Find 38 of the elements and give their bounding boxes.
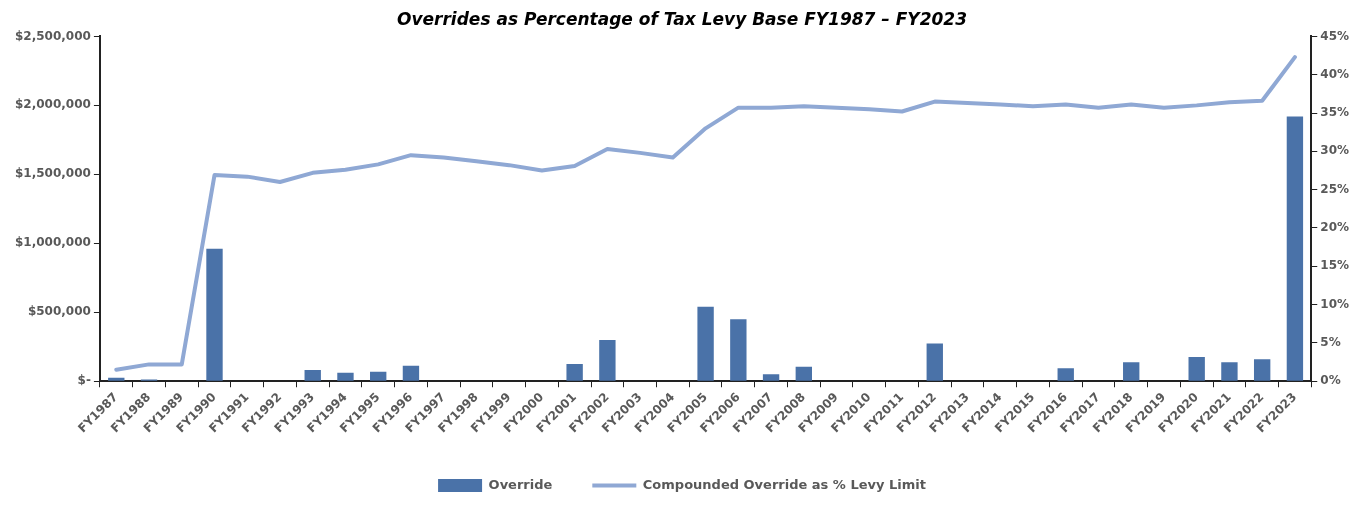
- bar: [304, 370, 321, 381]
- y2-tick-label: 20%: [1320, 220, 1350, 235]
- bar: [1123, 362, 1140, 381]
- y2-tick-label: 35%: [1320, 105, 1350, 120]
- y-tick-label: $2,000,000: [14, 97, 91, 112]
- bar: [1286, 116, 1304, 381]
- chart-title: Overrides as Percentage of Tax Levy Base FY1987 – FY2023: [397, 8, 967, 29]
- y2-tick-label: 0%: [1320, 373, 1341, 388]
- y-tick-label: $-: [77, 373, 91, 388]
- y-tick-label: $1,000,000: [14, 235, 91, 250]
- bar: [108, 377, 125, 381]
- y-tick-label: $1,500,000: [14, 166, 91, 181]
- bar: [1057, 368, 1074, 381]
- bar: [1253, 359, 1271, 381]
- bar: [926, 343, 943, 381]
- bar: [370, 371, 387, 381]
- bar: [206, 248, 223, 381]
- y2-tick-label: 40%: [1320, 66, 1350, 81]
- bar: [566, 364, 583, 381]
- y2-tick-label: 45%: [1320, 28, 1350, 43]
- bar: [730, 319, 747, 381]
- bar: [599, 339, 616, 381]
- legend-label: Override: [488, 476, 553, 492]
- y-tick-label: $500,000: [27, 304, 91, 319]
- y2-tick-label: 10%: [1320, 296, 1350, 311]
- y2-tick-label: 15%: [1320, 258, 1350, 273]
- bar: [402, 365, 420, 381]
- bar: [1188, 357, 1205, 381]
- bar: [337, 372, 354, 381]
- bar: [697, 306, 714, 381]
- y2-tick-label: 5%: [1320, 335, 1341, 350]
- y-tick-label: $2,500,000: [14, 28, 91, 43]
- y2-tick-label: 25%: [1320, 181, 1350, 196]
- bar: [762, 374, 780, 381]
- y2-tick-label: 30%: [1320, 143, 1350, 158]
- bar: [1221, 362, 1238, 381]
- bar: [795, 366, 812, 381]
- legend-label: Compounded Override as % Levy Limit: [642, 476, 926, 492]
